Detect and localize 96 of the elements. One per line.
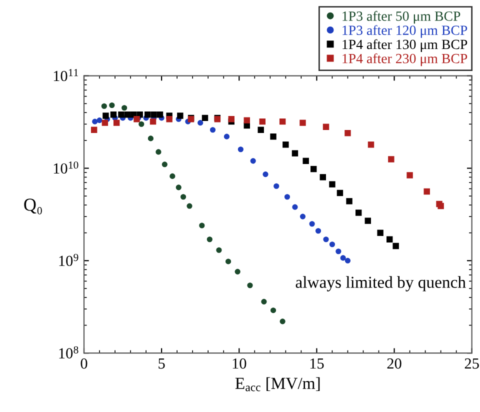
point xyxy=(329,242,335,248)
point xyxy=(102,120,108,126)
point xyxy=(292,204,298,210)
x-tick-label: 25 xyxy=(464,358,479,369)
y-tick-label: 10$^{9}$ xyxy=(59,254,78,266)
point xyxy=(258,126,264,133)
y-tick-label: 10$^{10}$ xyxy=(54,161,78,174)
point xyxy=(250,158,256,164)
point xyxy=(310,166,317,172)
point xyxy=(329,181,336,188)
point xyxy=(336,248,342,254)
point xyxy=(150,118,156,125)
point xyxy=(113,120,120,126)
point xyxy=(109,102,115,108)
point xyxy=(202,114,208,122)
point xyxy=(424,188,430,195)
point xyxy=(300,120,306,126)
point xyxy=(124,112,131,118)
point xyxy=(344,258,351,264)
point xyxy=(166,116,172,122)
point xyxy=(388,156,394,162)
point xyxy=(226,258,232,264)
point xyxy=(228,116,234,122)
x-tick-label: 20 xyxy=(387,358,402,369)
point xyxy=(177,112,184,119)
point xyxy=(170,173,176,179)
point xyxy=(279,118,286,125)
point xyxy=(199,222,205,228)
point xyxy=(244,117,250,124)
legend-label: 1P4 after 230 μm BCP xyxy=(342,53,468,66)
x-tick-label: 10 xyxy=(232,358,246,369)
point xyxy=(292,150,298,156)
point xyxy=(377,230,384,236)
x-tick-label: 0 xyxy=(80,358,88,369)
point xyxy=(138,121,144,127)
point xyxy=(224,134,230,140)
y-axis-title: Q₀ xyxy=(24,198,42,214)
point xyxy=(320,174,326,180)
point xyxy=(336,190,344,196)
x-tick-label: 15 xyxy=(310,358,324,369)
point xyxy=(101,103,107,109)
point xyxy=(198,120,204,126)
point xyxy=(259,118,266,125)
point xyxy=(284,194,290,200)
point xyxy=(92,118,98,124)
point xyxy=(156,112,164,118)
point xyxy=(274,183,280,189)
point xyxy=(364,218,372,224)
point xyxy=(323,236,329,242)
point xyxy=(309,221,315,227)
point xyxy=(102,112,109,119)
point xyxy=(406,172,413,178)
point xyxy=(386,236,393,242)
point xyxy=(180,194,186,200)
point xyxy=(234,268,240,274)
point xyxy=(156,149,162,155)
point xyxy=(247,282,253,288)
point xyxy=(300,214,306,220)
point xyxy=(210,127,216,133)
x-axis-title: E$_{acc}$ [MV/m] xyxy=(235,377,320,392)
point xyxy=(206,236,212,242)
point xyxy=(262,172,268,178)
point xyxy=(186,203,192,209)
point xyxy=(90,126,98,133)
point xyxy=(368,142,374,148)
point xyxy=(344,130,351,136)
annotation: always limited by quench xyxy=(296,276,466,292)
y-tick-label: 10$^{11}$ xyxy=(54,69,78,82)
point xyxy=(96,118,102,124)
point xyxy=(162,162,168,168)
point xyxy=(315,228,322,234)
point xyxy=(110,112,117,118)
y-tick-label: 10$^{8}$ xyxy=(59,346,78,358)
point xyxy=(261,298,267,304)
legend-label: 1P3 after 50 μm BCP xyxy=(342,10,460,24)
point xyxy=(322,124,330,130)
point xyxy=(144,112,151,118)
point xyxy=(340,255,346,261)
point xyxy=(346,198,352,204)
legend-label: 1P3 after 120 μm BCP xyxy=(342,25,468,38)
point xyxy=(270,308,276,314)
point xyxy=(122,105,128,111)
point xyxy=(150,112,157,118)
point xyxy=(148,136,154,142)
point xyxy=(176,184,182,190)
point xyxy=(238,146,244,152)
point xyxy=(282,142,289,148)
point xyxy=(118,112,124,118)
point xyxy=(302,158,309,164)
point xyxy=(216,247,222,253)
point xyxy=(270,133,276,140)
point xyxy=(280,318,286,324)
x-tick-label: 5 xyxy=(158,358,165,369)
point xyxy=(392,242,399,250)
legend-label: 1P4 after 130 μm BCP xyxy=(342,39,468,52)
point xyxy=(355,210,362,216)
